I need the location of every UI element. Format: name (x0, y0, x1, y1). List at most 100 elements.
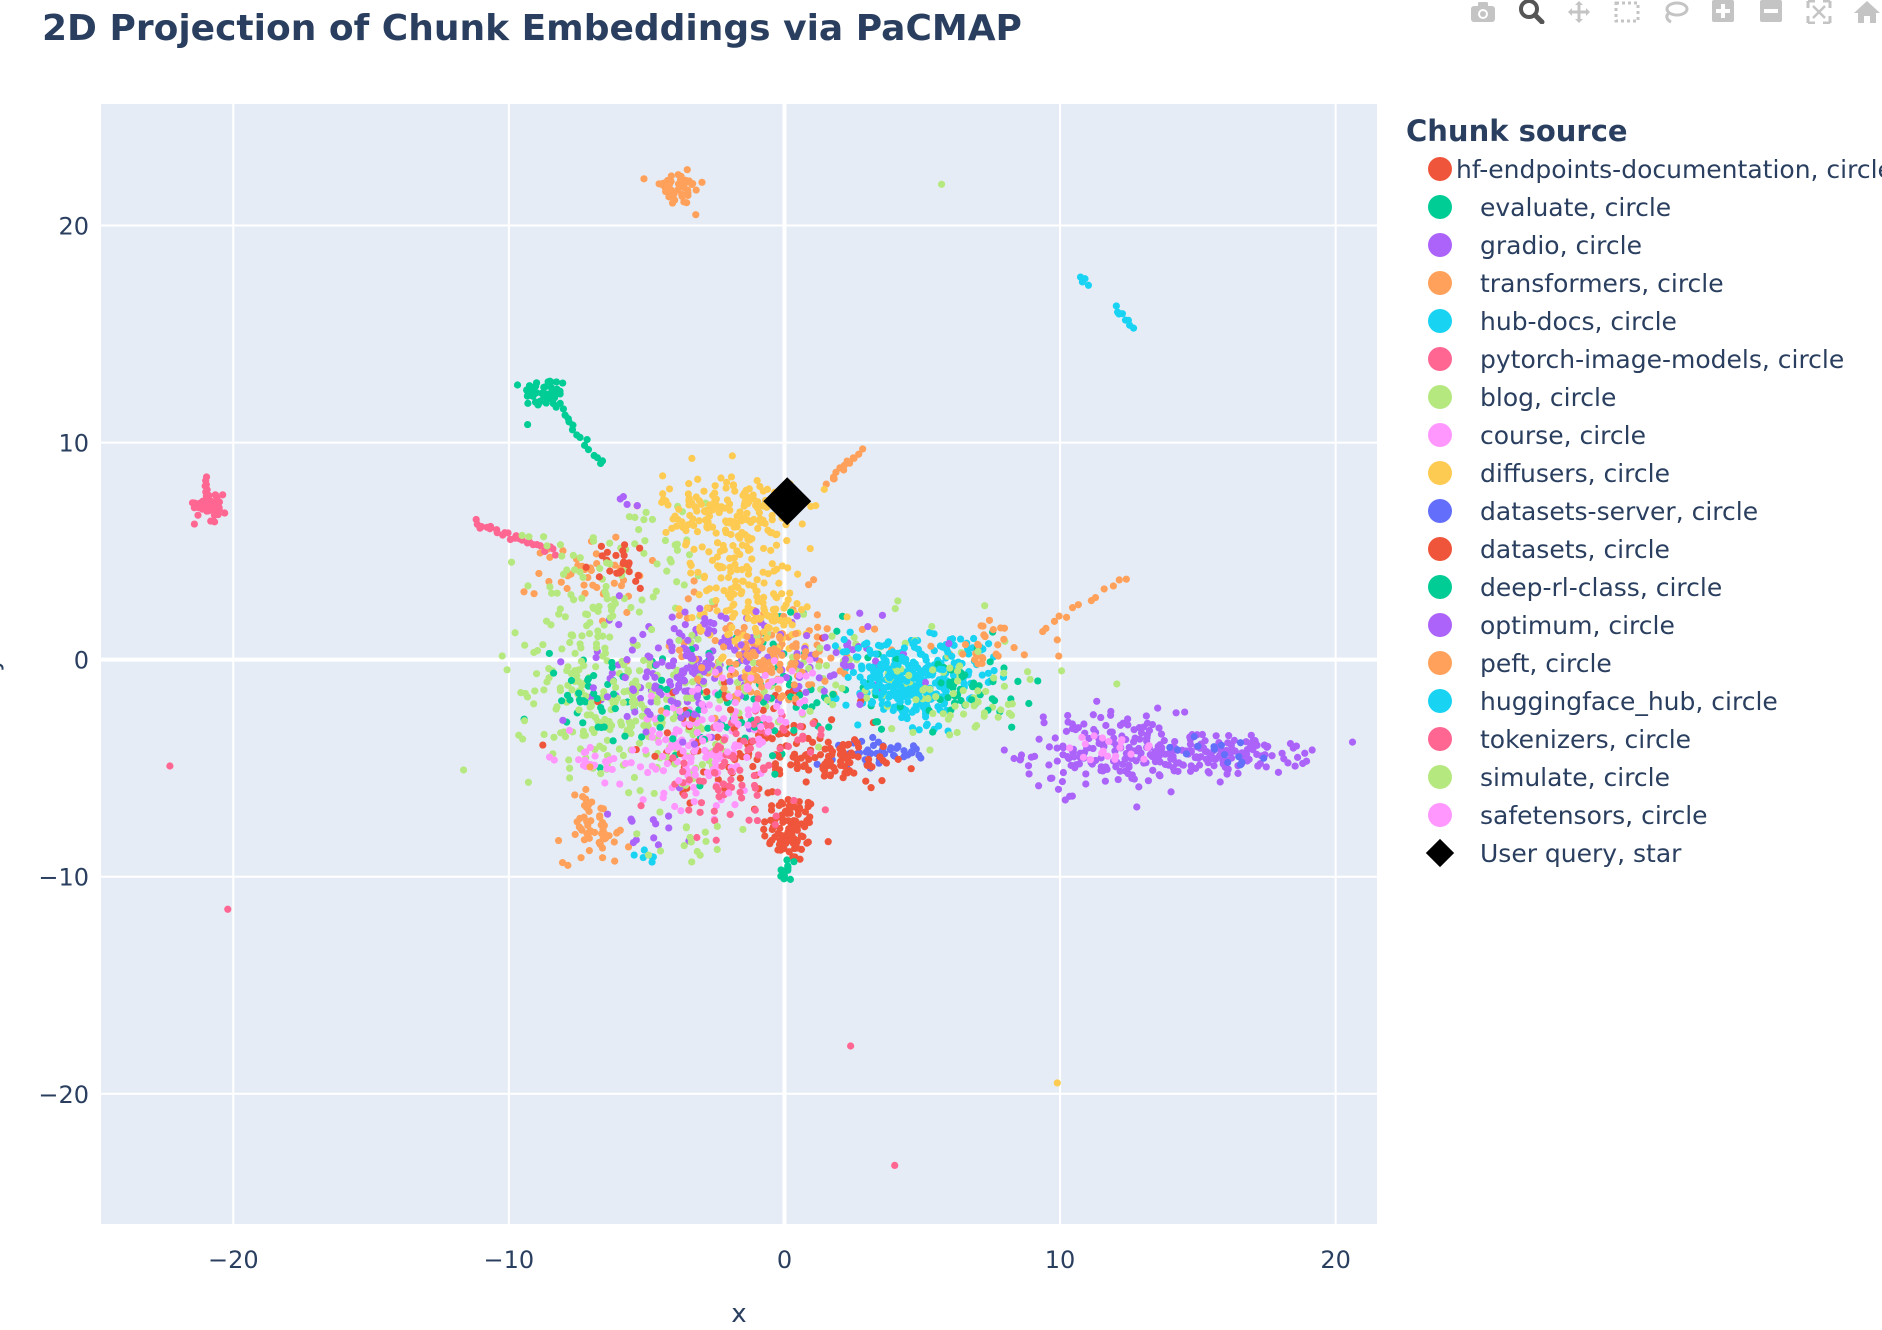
data-point (1242, 738, 1250, 746)
legend-item[interactable]: User query, star (1406, 834, 1882, 872)
legend-item[interactable]: gradio, circle (1406, 226, 1882, 264)
home-icon[interactable] (1852, 0, 1882, 26)
data-point (559, 716, 567, 724)
data-point (717, 574, 725, 582)
data-point (593, 454, 601, 462)
data-point (698, 761, 706, 769)
pan-icon[interactable] (1564, 0, 1594, 26)
data-point (760, 825, 768, 833)
circle-icon (1428, 309, 1452, 333)
data-point (744, 570, 753, 578)
camera-icon[interactable] (1468, 0, 1498, 26)
data-point (1167, 788, 1175, 796)
lasso-select-icon[interactable] (1660, 0, 1690, 26)
data-point (680, 841, 688, 850)
data-point (202, 476, 210, 485)
zoom-in-icon[interactable] (1708, 0, 1738, 26)
legend-marker (1406, 492, 1476, 530)
data-point (1174, 767, 1182, 775)
legend-item[interactable]: evaluate, circle (1406, 188, 1882, 226)
data-point (625, 559, 633, 568)
legend-label: safetensors, circle (1480, 800, 1708, 830)
data-point (1165, 749, 1173, 758)
data-point (624, 843, 633, 851)
data-point (921, 678, 930, 687)
data-point (791, 695, 800, 703)
data-point (1199, 744, 1208, 752)
legend-item[interactable]: hub-docs, circle (1406, 302, 1882, 340)
legend-label: gradio, circle (1480, 230, 1642, 260)
data-point (863, 639, 871, 647)
data-point (758, 683, 766, 691)
data-point (1127, 750, 1135, 758)
data-point (1055, 612, 1063, 620)
legend-item[interactable]: transformers, circle (1406, 264, 1882, 302)
legend-item[interactable]: datasets-server, circle (1406, 492, 1882, 530)
data-point (600, 688, 608, 696)
data-point (829, 690, 837, 699)
data-point (915, 677, 923, 685)
legend-item[interactable]: pytorch-image-models, circle (1406, 340, 1882, 378)
data-point (723, 748, 732, 756)
data-point (679, 768, 687, 776)
legend-item[interactable]: diffusers, circle (1406, 454, 1882, 492)
autoscale-icon[interactable] (1804, 0, 1834, 26)
data-point (1181, 708, 1189, 716)
data-point (820, 485, 828, 493)
data-point (717, 474, 725, 482)
data-point (795, 804, 804, 812)
legend-item[interactable]: optimum, circle (1406, 606, 1882, 644)
data-point (656, 847, 665, 855)
data-point (747, 518, 755, 526)
box-select-icon[interactable] (1612, 0, 1642, 26)
legend-item[interactable]: huggingface_hub, circle (1406, 682, 1882, 720)
data-point (638, 596, 646, 604)
data-point (712, 802, 720, 810)
data-point (695, 777, 704, 785)
legend-item[interactable]: tokenizers, circle (1406, 720, 1882, 758)
legend-item[interactable]: hf-endpoints-documentation, circle (1406, 150, 1882, 188)
data-point (1192, 753, 1201, 761)
data-point (686, 511, 694, 520)
data-point (726, 706, 735, 714)
data-point (576, 433, 584, 441)
legend-item[interactable]: safetensors, circle (1406, 796, 1882, 834)
data-point (729, 518, 737, 526)
legend-item[interactable]: peft, circle (1406, 644, 1882, 682)
data-point (782, 673, 791, 682)
data-point (916, 672, 924, 680)
data-point (211, 491, 220, 499)
data-point (1223, 770, 1231, 778)
data-point (690, 577, 698, 585)
data-point (843, 613, 851, 621)
zoom-icon[interactable] (1516, 0, 1546, 26)
legend-item[interactable]: course, circle (1406, 416, 1882, 454)
data-point (636, 584, 644, 592)
data-point (953, 667, 962, 675)
data-point (532, 670, 541, 678)
data-point (777, 872, 785, 880)
data-point (679, 738, 687, 746)
legend-item[interactable]: deep-rl-class, circle (1406, 568, 1882, 606)
legend-item[interactable]: blog, circle (1406, 378, 1882, 416)
data-point (1198, 730, 1207, 739)
data-point (696, 604, 704, 613)
data-point (783, 856, 791, 864)
data-point (765, 624, 773, 632)
data-point (662, 187, 670, 196)
data-point (716, 744, 725, 752)
legend-item[interactable]: datasets, circle (1406, 530, 1882, 568)
data-point (778, 831, 786, 840)
data-point (625, 513, 634, 521)
data-point (735, 749, 744, 758)
legend-item[interactable]: simulate, circle (1406, 758, 1882, 796)
zoom-out-icon[interactable] (1756, 0, 1786, 26)
data-point (732, 577, 740, 585)
data-point (965, 650, 973, 658)
data-point (568, 686, 576, 694)
data-point (759, 706, 767, 714)
data-point (685, 494, 693, 502)
data-point (805, 681, 813, 689)
data-point (532, 379, 541, 387)
